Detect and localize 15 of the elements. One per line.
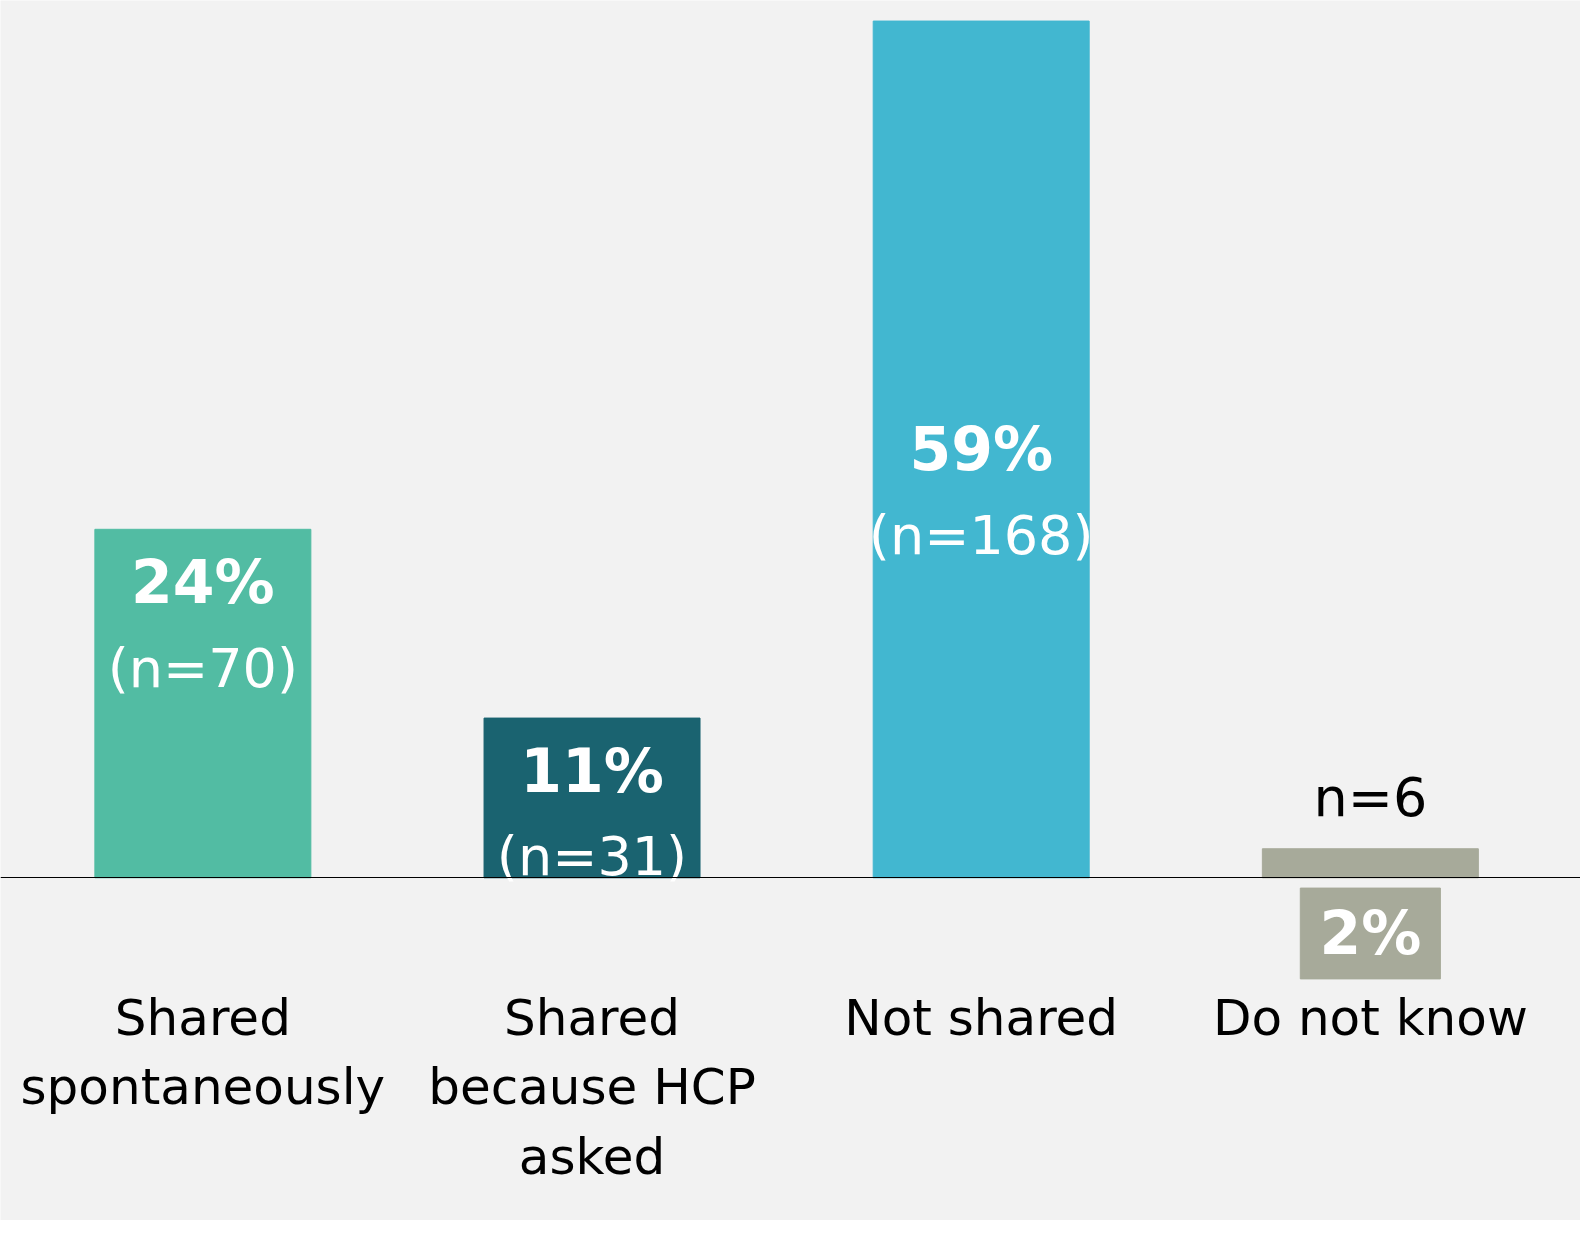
bar — [872, 20, 1090, 879]
annotation: n=6 — [1313, 765, 1428, 829]
data-label: 24% — [131, 547, 275, 618]
annotation: (n=31) — [496, 825, 688, 889]
data-label: 11% — [520, 736, 664, 807]
x-tick-label: Shared spontaneously — [20, 988, 386, 1117]
bar — [1261, 848, 1479, 879]
data-label: 59% — [909, 414, 1054, 485]
annotation: (n=168) — [868, 503, 1094, 567]
bar — [94, 528, 312, 879]
annotation: (n=70) — [107, 636, 299, 700]
data-label: 2% — [1319, 898, 1422, 969]
x-tick-label: Shared because HCP asked — [428, 988, 756, 1186]
x-tick-label: Not shared — [844, 988, 1119, 1047]
x-tick-label: Do not know — [1212, 988, 1528, 1047]
